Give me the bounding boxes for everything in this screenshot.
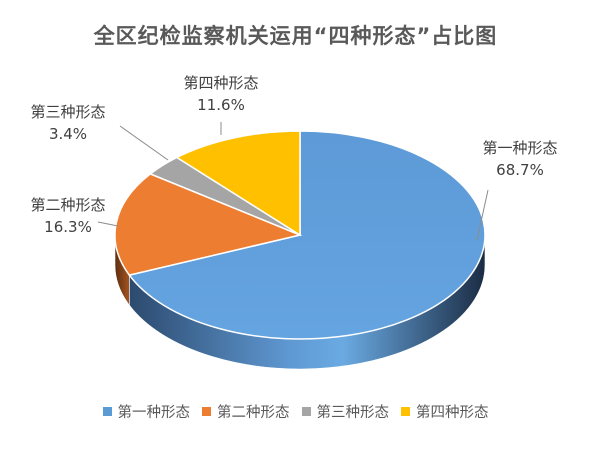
leader-line-2	[97, 221, 119, 227]
pie-slice-2	[114, 173, 303, 276]
legend-swatch-4	[401, 406, 410, 416]
legend-swatch-1	[102, 406, 112, 416]
chart-legend: 第一种形态 第二种形态 第三种形态 第四种形态	[0, 400, 591, 422]
data-label-value-2: 16.3%	[44, 218, 92, 236]
pie-slice-4	[175, 130, 301, 237]
data-label-value-4: 11.6%	[197, 96, 245, 114]
legend-swatch-3	[301, 406, 311, 416]
legend-label-4: 第四种形态	[416, 404, 489, 421]
data-label-category-4: 第四种形态	[183, 74, 258, 92]
legend-swatch-2	[202, 406, 211, 416]
legend-item-2: 第二种形态	[202, 401, 290, 422]
pie-slice-1	[128, 130, 486, 340]
leader-line-1	[476, 189, 489, 241]
legend-item-1: 第一种形态	[102, 401, 191, 422]
data-label-value-3: 3.4%	[49, 125, 87, 143]
legend-label-3: 第三种形态	[316, 404, 390, 421]
data-label-value-1: 68.7%	[496, 161, 544, 179]
legend-item-4: 第四种形态	[401, 401, 489, 422]
data-label-category-1: 第一种形态	[482, 139, 557, 157]
data-label-category-3: 第三种形态	[30, 103, 105, 121]
leader-line-3	[119, 125, 169, 161]
legend-label-2: 第二种形态	[217, 404, 290, 421]
legend-label-1: 第一种形态	[117, 404, 191, 421]
chart-title: 全区纪检监察机关运用“四种形态”占比图	[93, 24, 498, 48]
legend-item-3: 第三种形态	[301, 401, 390, 422]
data-label-category-2: 第二种形态	[30, 196, 105, 214]
